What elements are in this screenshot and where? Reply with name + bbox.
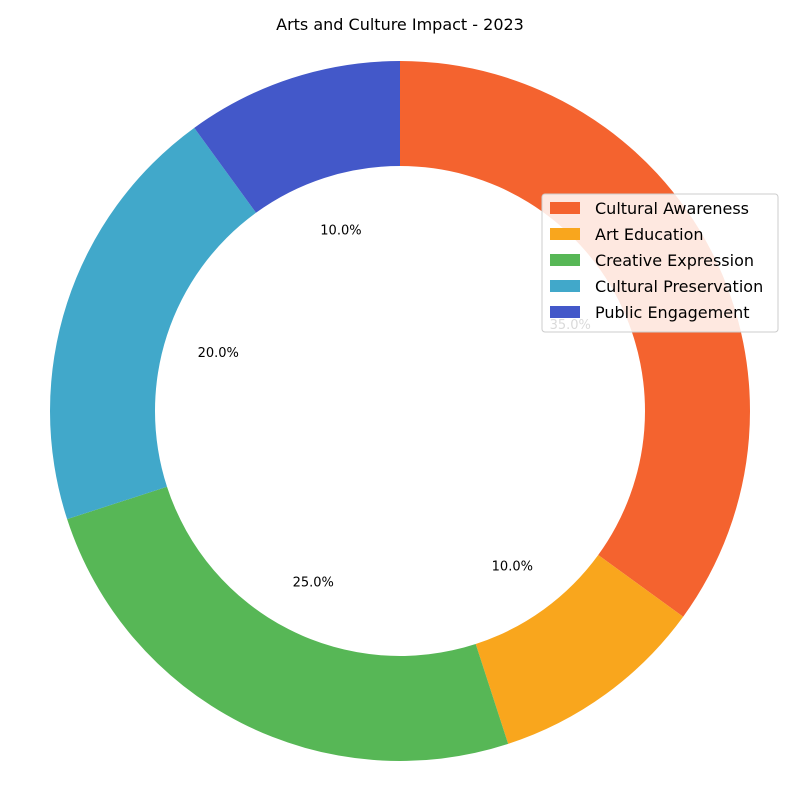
slice-art-education (475, 555, 684, 744)
slice-public-engagement (194, 61, 400, 213)
percent-label: 25.0% (293, 575, 334, 590)
slices-layer (49, 61, 750, 761)
slice-cultural-preservation (49, 127, 256, 520)
legend-swatch (550, 202, 580, 214)
legend-label: Public Engagement (595, 303, 750, 322)
percent-labels-layer: 35.0%10.0%25.0%20.0%10.0% (198, 223, 591, 590)
slice-cultural-awareness (400, 61, 750, 617)
legend-swatch (550, 306, 580, 318)
legend-swatch (550, 228, 580, 240)
legend-label: Creative Expression (595, 251, 754, 270)
legend-frame (541, 193, 779, 333)
legend: Cultural Awareness Art Education Creative … (541, 193, 779, 333)
percent-label: 20.0% (198, 346, 239, 361)
legend-label: Cultural Preservation (595, 277, 763, 296)
legend-swatch (550, 280, 580, 292)
percent-label: 10.0% (320, 223, 361, 238)
slice-creative-expression (67, 486, 509, 761)
legend-swatch (550, 254, 580, 266)
percent-label: 10.0% (492, 560, 533, 575)
chart-title: Arts and Culture Impact - 2023 (276, 15, 524, 34)
legend-label: Art Education (595, 225, 704, 244)
legend-label: Cultural Awareness (595, 199, 749, 218)
